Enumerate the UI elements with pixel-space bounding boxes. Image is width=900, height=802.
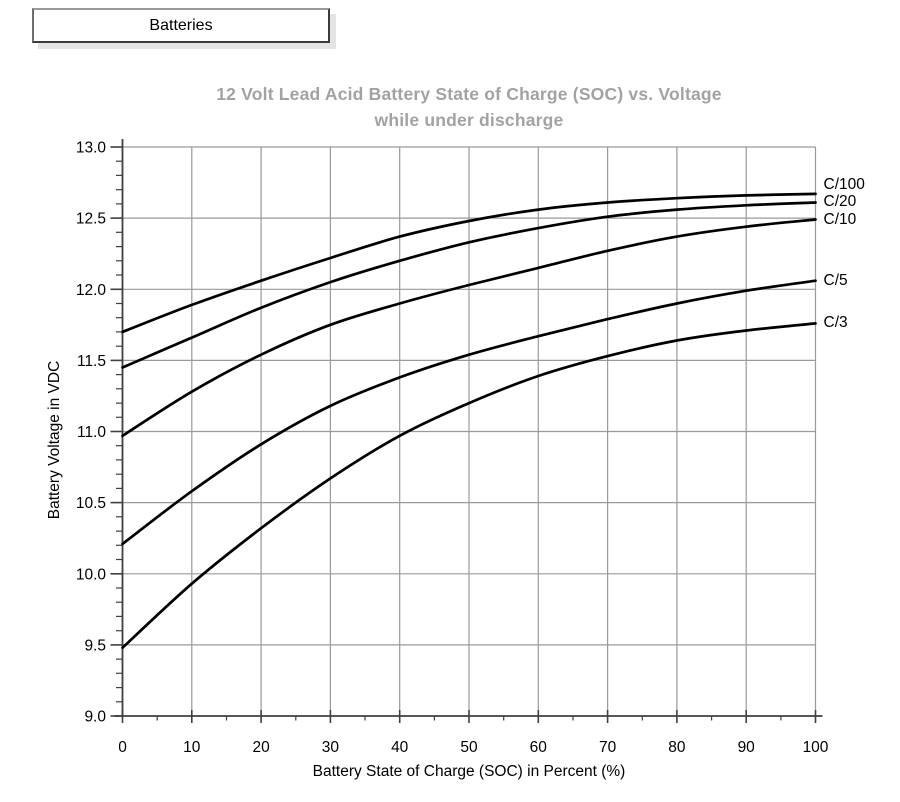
curve-C/20 (121, 201, 817, 369)
x-tick-label: 30 (322, 739, 340, 756)
curve-label-c10: C/10 (823, 210, 857, 228)
chart-title: 12 Volt Lead Acid Battery State of Charg… (122, 81, 816, 133)
x-axis-label: Battery State of Charge (SOC) in Percent… (312, 763, 626, 780)
x-tick-label: 80 (668, 739, 686, 756)
y-tick-label: 9.5 (84, 637, 106, 654)
curve-label-c20: C/20 (823, 193, 857, 211)
x-tick-label: 10 (183, 739, 201, 756)
x-tick-label: 50 (460, 739, 478, 756)
y-tick-label: 10.5 (76, 495, 106, 512)
curve-C/3 (121, 322, 817, 650)
batteries-button[interactable]: Batteries (32, 8, 330, 43)
y-tick-label: 11.5 (77, 353, 106, 370)
curve-C/100 (121, 192, 817, 334)
x-tick-label: 70 (599, 739, 617, 756)
x-tick-label: 100 (803, 739, 829, 756)
chart-title-line1: 12 Volt Lead Acid Battery State of Charg… (216, 84, 722, 104)
y-tick-label: 10.0 (76, 566, 107, 583)
x-tick-label: 60 (530, 739, 548, 756)
y-axis-label: Battery Voltage in VDC (46, 360, 63, 520)
curve-label-c100: C/100 (823, 176, 865, 194)
x-tick-label: 90 (738, 739, 756, 756)
y-tick-label: 12.5 (76, 211, 106, 228)
curve-label-c3: C/3 (823, 314, 848, 332)
y-tick-label: 12.0 (76, 282, 107, 299)
x-tick-label: 20 (252, 739, 270, 756)
y-tick-label: 13.0 (76, 140, 107, 157)
curve-C/10 (121, 218, 817, 438)
curve-C/5 (121, 279, 817, 546)
chart-title-line2: while under discharge (374, 110, 564, 130)
y-tick-label: 9.0 (84, 709, 106, 726)
y-tick-label: 11.0 (77, 424, 106, 441)
x-tick-label: 40 (391, 739, 409, 756)
x-tick-label: 0 (118, 739, 127, 756)
curve-label-c5: C/5 (823, 271, 848, 289)
